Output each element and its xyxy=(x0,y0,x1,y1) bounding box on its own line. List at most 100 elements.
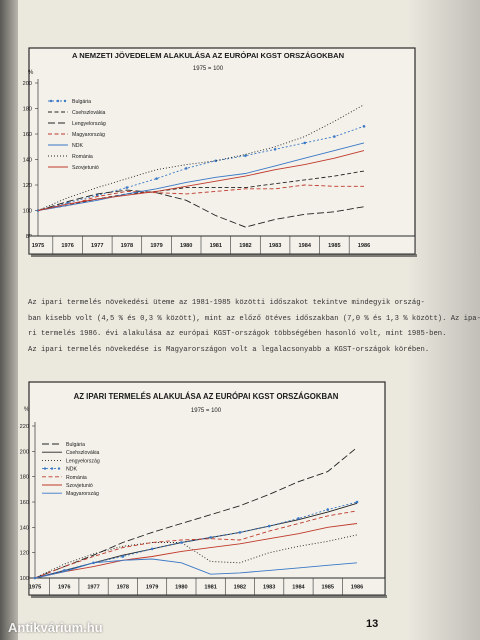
series-line xyxy=(34,534,358,579)
chart-frame-shadow xyxy=(31,595,387,598)
paragraph-line: ri termelés 1986. évi alakulása az európ… xyxy=(28,330,447,338)
y-tick-label: 180 xyxy=(23,107,32,113)
x-tick-label: 1980 xyxy=(180,243,192,249)
legend-label: Románia xyxy=(72,154,93,160)
y-tick-label: 120 xyxy=(20,551,29,557)
x-tick-label: 1979 xyxy=(150,243,162,249)
x-tick-label: 1983 xyxy=(269,243,281,249)
x-tick-label: 1977 xyxy=(87,585,99,591)
x-axis-band xyxy=(28,577,386,596)
paragraph-line: ban kisebb volt (4,5 % és 0,3 % között),… xyxy=(28,314,480,323)
y-tick-label: 180 xyxy=(20,475,29,481)
data-point xyxy=(244,154,247,157)
legend-marker xyxy=(49,99,53,103)
data-point xyxy=(297,517,300,520)
x-tick-label: 1979 xyxy=(146,585,158,591)
watermark-logo: Antikvárium.hu xyxy=(8,620,103,635)
data-point xyxy=(180,541,183,544)
legend-label: Szovjetunió xyxy=(66,483,93,489)
data-point xyxy=(362,125,366,128)
data-point xyxy=(150,547,154,551)
y-tick-label: 200 xyxy=(23,81,32,87)
series-line xyxy=(34,510,358,579)
x-tick-label: 1975 xyxy=(32,243,44,249)
x-tick-label: 1985 xyxy=(328,243,340,249)
paragraph-line: Az ipari termelés növekedése is Magyaror… xyxy=(28,345,430,354)
x-tick-label: 1983 xyxy=(263,585,275,591)
legend-label: Bulgária xyxy=(66,442,85,448)
legend-marker xyxy=(56,99,60,103)
legend-label: Szovjetunió xyxy=(72,165,99,171)
x-tick-label: 1981 xyxy=(210,243,222,249)
page-right-shadow xyxy=(408,0,480,640)
legend-label: Románia xyxy=(66,475,87,481)
chart-subtitle: 1975 = 100 xyxy=(193,66,224,72)
series-line xyxy=(37,150,365,211)
y-tick-label: 220 xyxy=(20,424,29,430)
legend-label: Lengyelország xyxy=(72,121,106,127)
x-axis-band xyxy=(28,235,416,255)
legend-label: NDK xyxy=(72,143,83,149)
legend-marker xyxy=(57,467,61,470)
page-number: 13 xyxy=(366,618,379,630)
chart-subtitle: 1975 = 100 xyxy=(191,408,222,414)
y-axis-label: % xyxy=(28,70,34,76)
legend-label: Csehszlovákia xyxy=(72,110,106,116)
x-tick-label: 1984 xyxy=(292,585,305,591)
x-tick-label: 1976 xyxy=(58,585,70,591)
y-tick-label: 140 xyxy=(20,525,29,531)
y-tick-label: 160 xyxy=(20,500,29,506)
y-tick-label: 140 xyxy=(23,158,32,164)
page-edge-shadow xyxy=(0,0,18,640)
x-tick-label: 1985 xyxy=(322,585,334,591)
data-point xyxy=(121,555,125,558)
x-tick-label: 1978 xyxy=(121,243,133,249)
paragraph-line: Az ipari termelés növekedési üteme az 19… xyxy=(28,299,425,307)
x-tick-label: 1981 xyxy=(204,585,216,591)
legend-marker xyxy=(63,99,67,103)
series-line xyxy=(37,125,365,211)
data-point xyxy=(267,524,271,528)
series-line xyxy=(37,189,365,228)
x-tick-label: 1980 xyxy=(175,585,187,591)
x-tick-label: 1982 xyxy=(239,243,251,249)
x-tick-label: 1984 xyxy=(299,243,312,249)
legend-label: Magyarország xyxy=(66,491,99,497)
data-point xyxy=(184,167,188,170)
legend-label: Bulgária xyxy=(72,99,91,105)
x-tick-label: 1986 xyxy=(351,585,363,591)
legend-label: Lengyelország xyxy=(66,458,100,464)
chart-title: AZ IPARI TERMELÉS ALAKULÁSA AZ EURÓPAI K… xyxy=(74,392,339,401)
chart-frame xyxy=(28,47,416,255)
y-tick-label: 120 xyxy=(23,183,32,189)
data-point xyxy=(238,531,242,534)
x-tick-label: 1977 xyxy=(91,243,103,249)
series-line xyxy=(34,501,358,579)
x-tick-label: 1976 xyxy=(61,243,73,249)
y-tick-label: 100 xyxy=(23,209,32,215)
data-point xyxy=(326,508,330,511)
data-point xyxy=(125,186,129,189)
x-tick-label: 1975 xyxy=(29,585,41,591)
chart-title: A NEMZETI JÖVEDELEM ALAKULÁSA AZ EURÓPAI… xyxy=(72,51,344,60)
legend-label: Csehszlovákia xyxy=(66,450,100,456)
data-point xyxy=(155,177,158,180)
x-tick-label: 1982 xyxy=(234,585,246,591)
series-line xyxy=(37,184,364,211)
data-point xyxy=(95,193,99,197)
body-paragraph: Az ipari termelés növekedési üteme az 19… xyxy=(28,296,480,358)
series-line xyxy=(34,558,358,579)
chart-frame-shadow xyxy=(31,254,417,257)
series-line xyxy=(34,523,358,579)
data-point xyxy=(303,141,307,145)
legend-label: Magyarország xyxy=(72,132,105,138)
y-axis-label: % xyxy=(24,407,30,413)
legend-label: NDK xyxy=(66,467,77,473)
x-tick-label: 1978 xyxy=(117,585,129,591)
legend-marker xyxy=(43,467,47,470)
data-point xyxy=(209,536,212,539)
data-point xyxy=(273,148,277,151)
y-tick-label: 100 xyxy=(20,576,29,582)
series-line xyxy=(37,142,365,211)
